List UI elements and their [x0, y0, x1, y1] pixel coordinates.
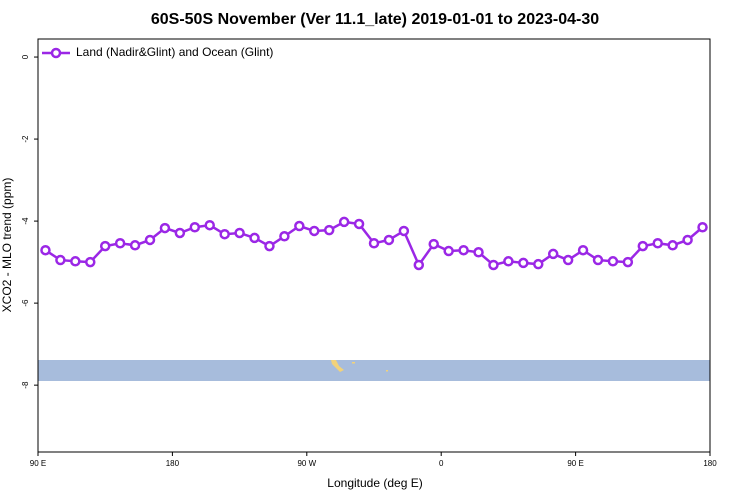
data-point	[85, 256, 96, 268]
data-point	[189, 221, 201, 233]
data-point	[249, 232, 260, 244]
plot-frame	[37, 38, 711, 453]
data-point	[577, 244, 589, 256]
data-point	[338, 216, 350, 228]
data-point	[547, 248, 559, 260]
data-point	[309, 225, 320, 237]
map-strip	[38, 360, 710, 381]
data-point	[40, 244, 51, 256]
data-point	[398, 225, 410, 237]
x-tick-label: 90 E	[30, 459, 46, 468]
data-point	[682, 234, 693, 246]
data-point	[279, 231, 290, 242]
x-tick-label: 90 E	[567, 459, 583, 468]
legend-marker	[50, 47, 62, 59]
data-point	[55, 254, 66, 266]
data-point	[368, 237, 380, 249]
chart-title: 60S-50S November (Ver 11.1_late) 2019-01…	[151, 11, 599, 28]
data-point	[294, 220, 305, 232]
data-point	[174, 227, 186, 239]
data-point	[592, 254, 604, 266]
data-point	[607, 256, 619, 267]
y-tick-label: -2	[21, 135, 30, 143]
data-point	[518, 257, 529, 269]
data-point	[383, 234, 395, 246]
data-point	[652, 237, 663, 249]
x-axis-label: Longitude (deg E)	[327, 476, 422, 490]
y-axis-label: XCO2 - MLO trend (ppm)	[0, 178, 14, 313]
data-point	[413, 259, 425, 271]
data-point	[219, 228, 230, 240]
data-point	[697, 221, 708, 233]
data-point	[129, 240, 141, 251]
data-point	[473, 247, 484, 258]
data-point	[533, 258, 544, 270]
legend-label: Land (Nadir&Glint) and Ocean (Glint)	[76, 45, 273, 59]
y-tick-label: -6	[21, 299, 30, 307]
data-point	[562, 254, 574, 266]
y-tick-label: 0	[21, 54, 30, 59]
data-point	[323, 224, 335, 236]
data-point	[70, 256, 81, 267]
data-point	[204, 219, 215, 231]
data-point	[637, 240, 649, 252]
data-point	[667, 240, 678, 251]
data-point	[159, 222, 171, 234]
data-point	[353, 218, 365, 230]
data-point	[443, 245, 454, 257]
data-point	[622, 256, 634, 268]
data-point	[99, 240, 111, 252]
data-point	[488, 259, 499, 271]
data-point	[234, 227, 245, 239]
y-tick-label: -8	[21, 381, 30, 389]
x-tick-label: 180	[166, 459, 180, 468]
data-point	[503, 256, 514, 267]
data-point	[458, 244, 469, 256]
y-tick-label: -4	[21, 217, 30, 225]
x-tick-label: 90 W	[297, 459, 316, 468]
data-point	[144, 234, 156, 246]
x-tick-label: 0	[439, 459, 444, 468]
x-tick-label: 180	[703, 459, 717, 468]
data-point	[114, 237, 126, 249]
data-point	[428, 238, 439, 250]
data-point	[264, 240, 275, 252]
